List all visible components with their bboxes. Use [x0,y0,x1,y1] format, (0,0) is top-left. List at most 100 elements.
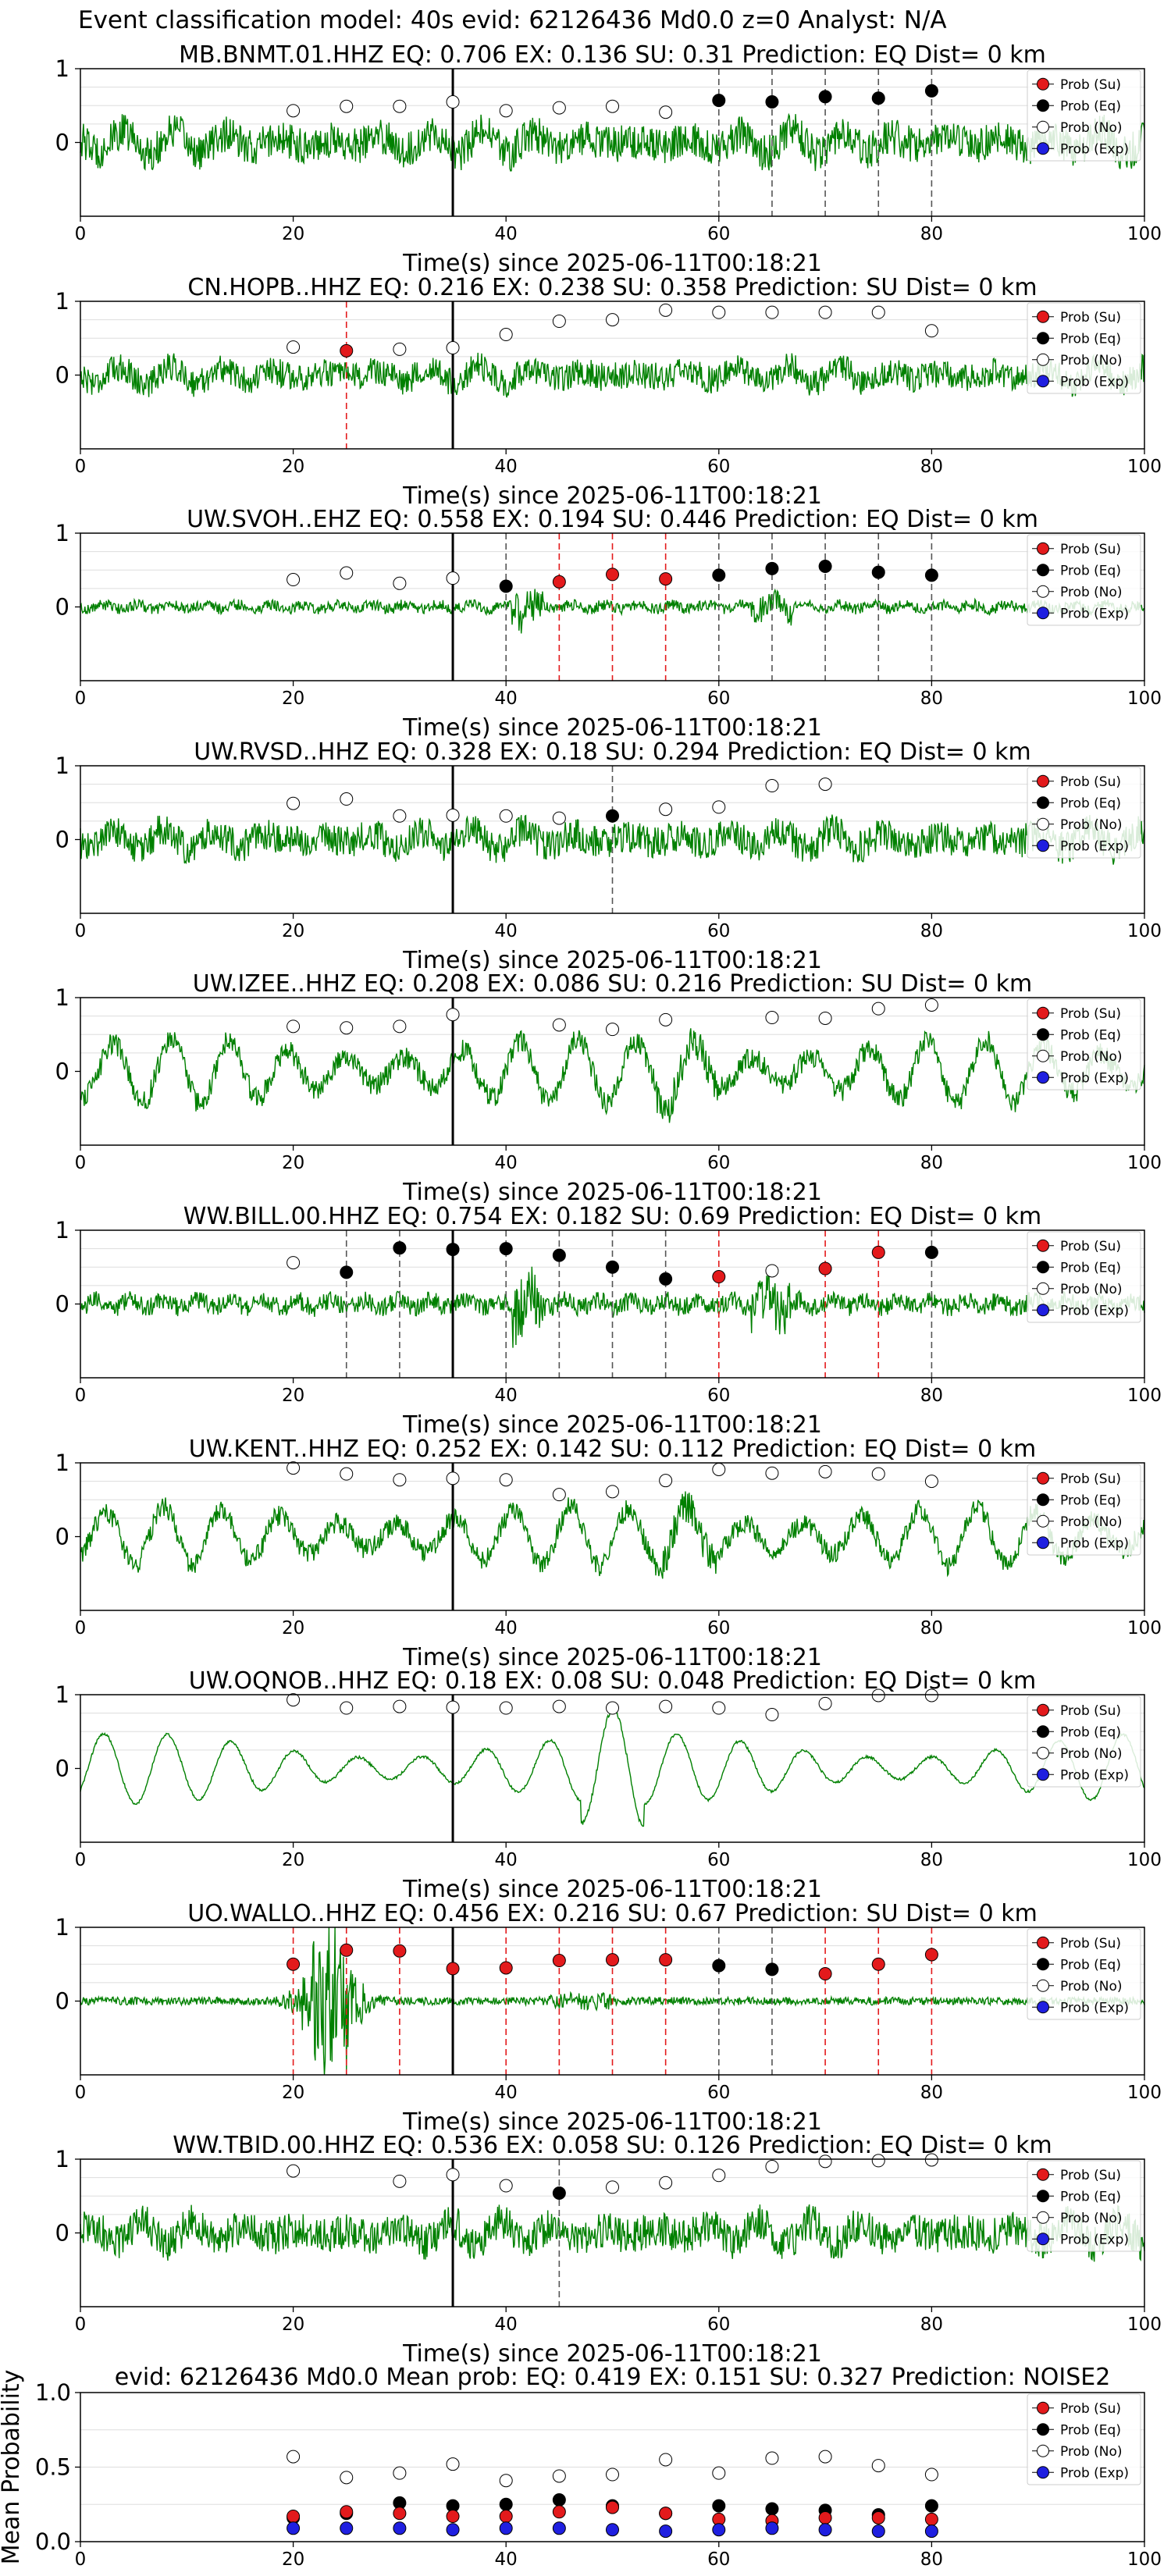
mean-marker-eq [765,2502,779,2516]
mean-marker-no [818,2450,832,2464]
probability-marker-eq [765,561,779,575]
legend-marker-su [1037,1239,1049,1252]
mean-marker-eq [924,2499,938,2513]
probability-marker-no [765,2159,779,2173]
legend-entry-su: Prob (Su) [1032,542,1121,557]
y-tick-label: 0 [55,1291,69,1318]
x-tick-label: 0 [75,688,87,709]
legend-entry-no: Prob (No) [1032,1979,1123,1994]
legend-marker-su [1037,1006,1049,1019]
y-tick-label: 0 [55,1756,69,1782]
x-tick-label: 0 [75,1153,87,1173]
probability-marker-no [552,811,566,825]
x-tick-label: 100 [1127,224,1162,244]
x-tick-label: 60 [707,688,730,709]
probability-marker-no [765,1264,779,1278]
probability-marker-no [446,571,460,585]
probability-marker-su [818,1967,832,1981]
y-tick-label: 0.0 [35,2528,71,2555]
legend-marker-su [1037,542,1049,555]
mean-marker-su [393,2507,407,2521]
legend-marker-su [1037,310,1049,323]
mean-marker-exp [393,2521,407,2535]
legend-entry-no: Prob (No) [1032,1746,1123,1762]
legend-box [1027,2393,1141,2485]
legend-label-eq: Prob (Eq) [1060,2422,1121,2438]
mean-marker-su [659,2507,673,2521]
probability-marker-no [552,101,566,115]
legend-entry-eq: Prob (Eq) [1032,331,1121,347]
x-tick-label: 40 [495,1386,518,1406]
x-tick-label: 0 [75,921,87,941]
panel-title: WW.BILL.00.HHZ EQ: 0.754 EX: 0.182 SU: 0… [183,1203,1041,1230]
x-tick-label: 20 [282,224,304,244]
x-axis-label: Time(s) since 2025-06-11T00:18:21 [402,250,822,277]
x-tick-label: 80 [920,457,943,477]
probability-marker-no [606,1023,619,1037]
probability-marker-no [765,1466,779,1480]
x-tick-label: 20 [282,2314,304,2335]
probability-marker-no [871,2154,885,2168]
legend-label-no: Prob (No) [1060,1514,1123,1530]
y-tick-label: 0 [55,362,69,389]
mean-marker-exp [765,2521,779,2535]
probability-marker-no [606,313,619,327]
probability-marker-no [393,2174,407,2188]
probability-marker-no [499,1473,513,1487]
probability-marker-eq [606,809,619,823]
legend-box [1027,1695,1141,1788]
x-tick-label: 80 [920,2083,943,2103]
x-tick-label: 100 [1127,1618,1162,1638]
legend-label-exp: Prob (Exp) [1060,1767,1129,1783]
x-tick-label: 60 [707,1850,730,1870]
mean-marker-no [393,2466,407,2480]
legend-label-no: Prob (No) [1060,353,1123,368]
probability-marker-eq [924,1245,938,1259]
probability-marker-eq [499,1242,513,1256]
waveform-trace [80,588,1145,634]
x-tick-label: 20 [282,457,304,477]
legend-entry-no: Prob (No) [1032,1049,1123,1065]
mean-marker-su [340,2505,354,2519]
probability-marker-su [552,1954,566,1968]
legend-label-eq: Prob (Eq) [1060,795,1121,811]
panel-title: UW.IZEE..HHZ EQ: 0.208 EX: 0.086 SU: 0.2… [193,970,1033,998]
x-tick-label: 60 [707,457,730,477]
probability-marker-no [924,1688,938,1703]
waveform-trace [80,352,1145,398]
legend-marker-eq [1037,1493,1049,1507]
x-tick-label: 0 [75,224,87,244]
figure-title: Event classification model: 40s evid: 62… [78,6,947,34]
legend-marker-eq [1037,2190,1049,2203]
legend-marker-no [1037,1979,1049,1992]
mean-probability-panel: 0.0 0.5 1.0 0 20 40 60 80 100 evid: 62126436 Md0.… [0,2364,1162,2570]
probability-marker-no [552,1699,566,1713]
y-tick-label: 1 [55,984,69,1011]
legend-marker-no [1037,2211,1049,2224]
legend-marker-exp [1037,839,1049,852]
legend-label-no: Prob (No) [1060,817,1123,833]
legend-marker-exp [1037,2466,1049,2479]
x-tick-label: 40 [495,2314,518,2335]
mean-marker-exp [871,2524,885,2539]
probability-marker-no [765,1708,779,1722]
legend-label-su: Prob (Su) [1060,1703,1121,1719]
legend-marker-su [1037,1703,1049,1717]
legend-label-su: Prob (Su) [1060,1936,1121,1952]
legend-marker-no [1037,120,1049,133]
probability-marker-no [871,1688,885,1703]
legend-marker-no [1037,1514,1049,1528]
panel-title: UW.SVOH..EHZ EQ: 0.558 EX: 0.194 SU: 0.4… [187,506,1038,533]
probability-marker-eq [765,95,779,109]
probability-marker-no [287,1019,301,1034]
legend-marker-eq [1037,564,1049,577]
panel-title: UO.WALLO..HHZ EQ: 0.456 EX: 0.216 SU: 0.… [187,1900,1038,1927]
legend-box [1027,534,1141,626]
legend-marker-no [1037,2444,1049,2457]
probability-marker-eq [606,1260,619,1274]
legend-marker-exp [1037,142,1049,155]
